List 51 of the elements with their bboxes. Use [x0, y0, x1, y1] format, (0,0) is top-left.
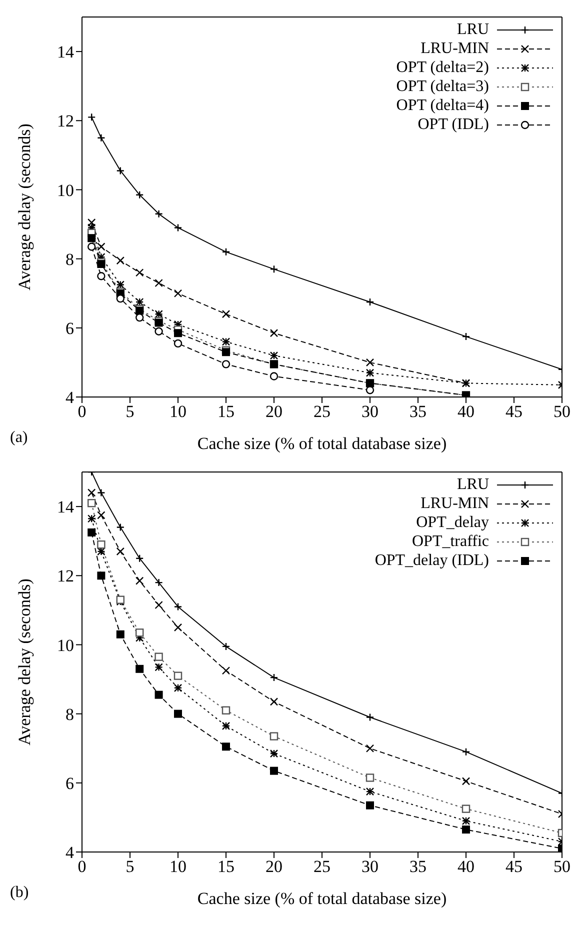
- legend-label: LRU-MIN: [420, 494, 489, 512]
- x-tick-label: 30: [362, 402, 378, 422]
- legend-label: LRU-MIN: [420, 40, 489, 58]
- x-tick-label: 45: [506, 402, 522, 422]
- y-tick-label: 6: [66, 774, 74, 793]
- x-tick-label: 0: [78, 402, 86, 422]
- text: (b): [10, 884, 29, 902]
- x-tick-label: 50: [554, 857, 570, 876]
- x-tick-label: 20: [266, 857, 282, 876]
- y-axis-title: Average delay (seconds): [15, 124, 34, 290]
- y-axis-title: Average delay (seconds): [15, 578, 34, 746]
- legend-label: LRU: [457, 20, 489, 38]
- x-tick-label: 35: [410, 402, 426, 422]
- legend-label: OPT_traffic: [412, 532, 489, 550]
- x-tick-label: 10: [170, 857, 186, 876]
- x-tick-label: 20: [266, 402, 282, 422]
- x-tick-label: 45: [506, 857, 522, 876]
- x-tick-label: 15: [218, 857, 234, 876]
- legend-label: OPT (delta=4): [396, 96, 489, 114]
- x-tick-label: 30: [362, 857, 378, 876]
- legend-label: OPT (delta=2): [396, 58, 489, 76]
- x-tick-label: 25: [314, 402, 330, 422]
- y-tick-label: 10: [57, 180, 74, 200]
- x-tick-label: 0: [78, 857, 86, 876]
- legend-label: OPT_delay: [416, 514, 489, 532]
- text: (a): [10, 429, 28, 447]
- x-tick-label: 5: [126, 402, 134, 422]
- y-tick-label: 14: [57, 42, 74, 62]
- y-tick-label: 12: [57, 566, 74, 586]
- x-tick-label: 50: [554, 402, 570, 422]
- x-tick-label: 10: [170, 402, 186, 422]
- y-tick-label: 12: [57, 112, 74, 131]
- y-tick-label: 8: [66, 704, 74, 724]
- x-axis-title: Cache size (% of total database size): [197, 889, 447, 908]
- y-tick-label: 4: [66, 388, 74, 408]
- legend-label: OPT_delay (IDL): [374, 552, 489, 570]
- legend-label: LRU: [457, 476, 489, 494]
- x-tick-label: 40: [458, 402, 474, 422]
- y-tick-label: 10: [57, 636, 74, 655]
- y-tick-label: 14: [57, 498, 74, 517]
- x-tick-label: 15: [218, 402, 234, 422]
- y-tick-label: 6: [66, 318, 74, 338]
- y-tick-label: 8: [66, 250, 74, 269]
- x-axis-title: Cache size (% of total database size): [197, 434, 447, 453]
- x-tick-label: 25: [314, 857, 330, 876]
- x-tick-label: 5: [126, 857, 134, 876]
- legend-label: OPT (IDL): [418, 116, 489, 134]
- x-tick-label: 35: [410, 857, 426, 876]
- legend-label: OPT (delta=3): [396, 78, 489, 96]
- y-tick-label: 4: [66, 843, 74, 862]
- x-tick-label: 40: [458, 857, 474, 876]
